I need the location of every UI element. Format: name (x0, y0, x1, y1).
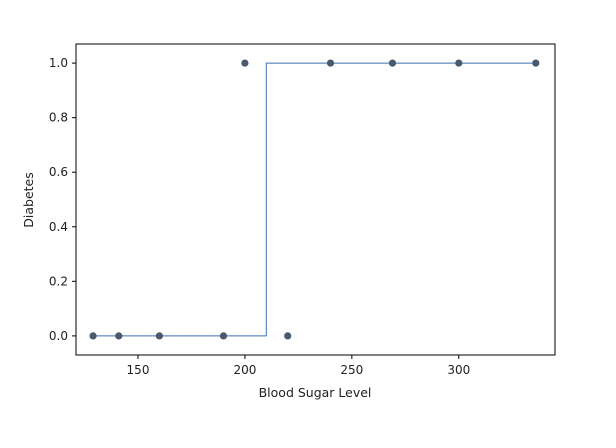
data-point (155, 332, 163, 340)
y-tick-label: 0.8 (49, 111, 68, 125)
x-tick-label: 150 (127, 363, 150, 377)
x-tick-label: 250 (340, 363, 363, 377)
step-line (93, 62, 536, 337)
y-tick-label: 0.6 (49, 165, 68, 179)
step-line-layer (93, 62, 536, 337)
x-axis: 150 200 250 300 (127, 355, 470, 377)
x-tick-label: 200 (233, 363, 256, 377)
x-axis-label: Blood Sugar Level (259, 385, 372, 400)
y-tick-label: 0.2 (49, 274, 68, 288)
y-tick-label: 1.0 (49, 56, 68, 70)
y-axis: 0.0 0.2 0.4 0.6 0.8 1.0 (49, 56, 76, 343)
data-point (455, 59, 463, 67)
y-tick-label: 0.0 (49, 329, 68, 343)
scatter-points-layer (89, 59, 540, 340)
data-point (89, 332, 97, 340)
data-point (326, 59, 335, 67)
y-tick-label: 0.4 (49, 220, 68, 234)
x-tick-label: 300 (447, 363, 470, 377)
plot-area-frame (75, 43, 556, 356)
data-point (219, 332, 228, 340)
data-point (388, 59, 397, 67)
data-point (241, 59, 249, 67)
data-point (284, 332, 292, 340)
data-point (532, 59, 540, 67)
y-axis-label: Diabetes (21, 172, 36, 228)
data-point (115, 332, 123, 340)
